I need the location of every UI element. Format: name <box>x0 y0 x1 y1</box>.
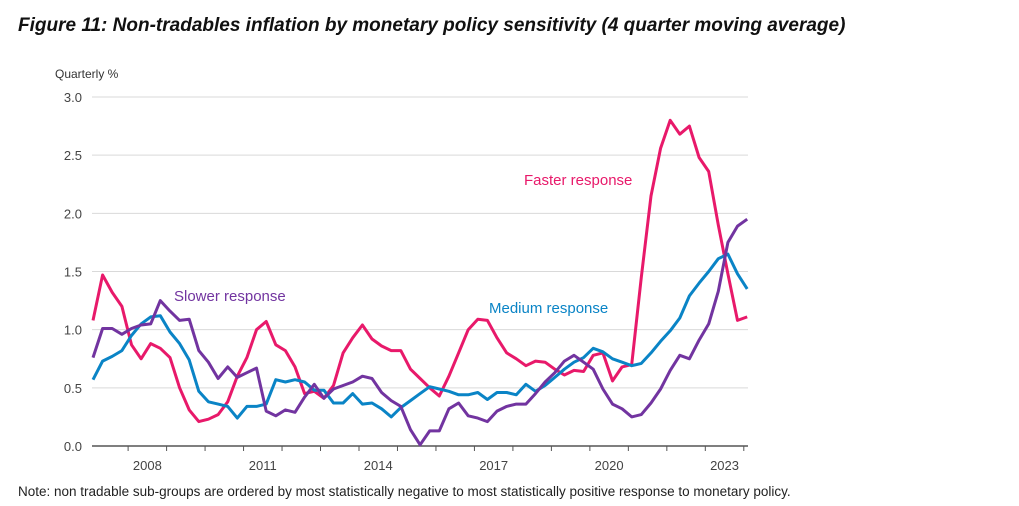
series-line-medium <box>91 252 749 420</box>
y-tick-label: 2.0 <box>64 206 82 221</box>
x-tick-label: 2017 <box>479 458 508 473</box>
x-tick-label: 2023 <box>710 458 739 473</box>
y-tick-label: 1.0 <box>64 323 82 338</box>
series-label-slower: Slower response <box>174 288 286 305</box>
series-line-faster <box>91 118 748 424</box>
x-tick-label: 2020 <box>595 458 624 473</box>
y-tick-label: 1.5 <box>64 265 82 280</box>
y-tick-label: 2.5 <box>64 148 82 163</box>
y-tick-label: 0.0 <box>64 439 82 454</box>
chart-note: Note: non tradable sub-groups are ordere… <box>18 484 791 499</box>
y-tick-label: 0.5 <box>64 381 82 396</box>
line-chart: Quarterly % 0.0 0.5 1.0 1.5 2.0 2.5 3.0 2008 201… <box>55 67 749 473</box>
x-tick-label: 2008 <box>133 458 162 473</box>
x-tick-label: 2014 <box>364 458 393 473</box>
x-tick-label: 2011 <box>249 458 277 473</box>
series-label-faster: Faster response <box>524 172 632 189</box>
y-tick-label: 3.0 <box>64 90 82 105</box>
series-line-slower <box>91 217 749 447</box>
y-axis-label: Quarterly % <box>55 67 119 81</box>
chart-title: Figure 11: Non-tradables inflation by mo… <box>18 15 846 36</box>
series-label-medium: Medium response <box>489 300 608 317</box>
